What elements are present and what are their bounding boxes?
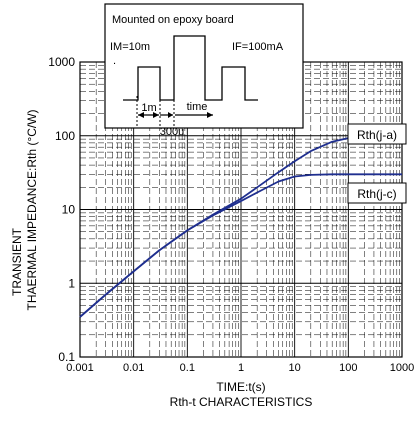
x-tick-label: 0.01 [123, 362, 144, 374]
inset-arrowhead-300u-right [168, 112, 173, 118]
legend-callout-rth-ja: Rth(j-a) [347, 123, 407, 145]
inset-label-time: time [187, 101, 208, 113]
x-tick-label: 10 [289, 362, 301, 374]
inset-frame [104, 3, 304, 129]
x-tick-label: 100 [339, 362, 357, 374]
inset-waveform-box: Mounted on epoxy board IM=10m IF=100mA .… [104, 3, 304, 138]
inset-arrowhead-1m-left [138, 112, 144, 118]
inset-title: Mounted on epoxy board [112, 14, 234, 26]
inset-arrowhead-1m-right [153, 112, 159, 118]
legend-label-rth-ja: Rth(j-a) [357, 128, 397, 142]
legend-box-rth-jc [347, 182, 407, 204]
chart-title: Rth-t CHARACTERISTICS [170, 395, 313, 409]
legend-box-rth-ja [347, 123, 407, 145]
x-tick-label: 1 [238, 362, 244, 374]
inset-pulse-waveform [123, 35, 258, 101]
y-tick-label: 1000 [48, 55, 75, 69]
inset-im-label: IM=10m [110, 41, 150, 53]
y-tick-label: 1 [68, 276, 75, 290]
inset-arrowhead-time-right [207, 112, 213, 118]
tick-labels: 0.001 0.01 0.1 1 10 100 1000 0.1 1 10 100 1000 [48, 55, 414, 374]
series-line-rth-jc [79, 173, 402, 318]
x-axis-label: TIME:t(s) [216, 380, 265, 394]
y-tick-label: 100 [55, 129, 75, 143]
x-tick-label: 0.1 [180, 362, 195, 374]
x-tick-label: 0.001 [66, 362, 94, 374]
inset-label-1m: 1m [141, 102, 156, 114]
x-tick-label: 1000 [390, 362, 414, 374]
y-axis-label-line2: THAERMAL IMPEDANCE:Rth (°C/W) [25, 109, 39, 310]
y-tick-label: 0.1 [58, 350, 75, 364]
inset-dot: . [113, 55, 116, 67]
y-axis-label-line1: TRANSIENT [10, 227, 24, 296]
inset-label-300u: 300u [160, 126, 184, 138]
legend-label-rth-jc: Rth(j-c) [357, 187, 396, 201]
inset-if-label: IF=100mA [232, 41, 284, 53]
legend-callout-rth-jc: Rth(j-c) [347, 182, 407, 204]
y-tick-label: 10 [62, 203, 76, 217]
